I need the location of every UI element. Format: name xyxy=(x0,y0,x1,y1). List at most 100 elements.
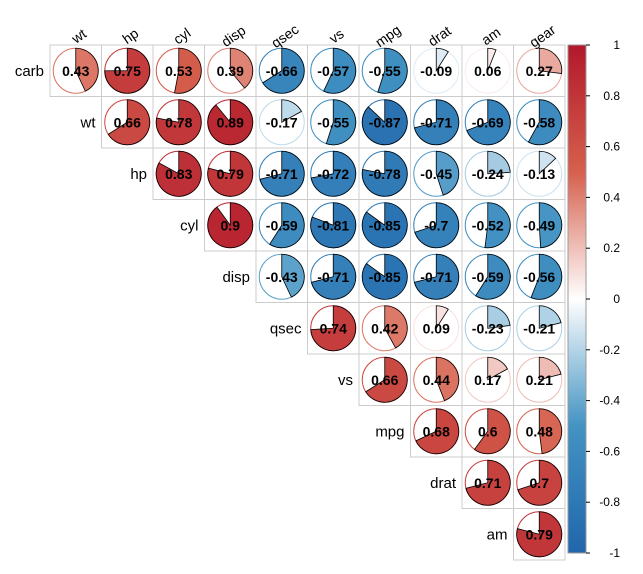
pie-cell-disp-drat xyxy=(413,253,460,300)
pie-slice xyxy=(487,356,509,381)
colorbar-gradient xyxy=(567,44,587,554)
pie-slice xyxy=(435,305,449,330)
pie-slice xyxy=(435,150,460,196)
grid-cell xyxy=(513,508,566,561)
pie-slice xyxy=(435,47,449,73)
pie-glyphs xyxy=(52,47,563,558)
value-label: 0.9 xyxy=(221,217,241,233)
pie-slice xyxy=(487,150,511,175)
value-label: 0.21 xyxy=(526,372,553,388)
value-label: 0.17 xyxy=(474,372,501,388)
pie-slice xyxy=(107,99,151,146)
colorbar-tick-label: 1 xyxy=(613,38,620,52)
pie-slice xyxy=(259,150,305,197)
value-label: 0.75 xyxy=(114,63,141,79)
pie-cell-cyl-disp xyxy=(207,202,254,249)
row-label-drat: drat xyxy=(430,475,457,492)
value-label: -0.7 xyxy=(424,217,448,233)
value-label: -0.13 xyxy=(523,166,555,182)
pie-cell-hp-qsec xyxy=(258,150,305,197)
value-label: -0.71 xyxy=(420,114,452,130)
pie-cell-wt-drat xyxy=(413,99,460,146)
pie-cell-wt-cyl xyxy=(155,99,202,146)
value-label: 0.09 xyxy=(423,320,450,336)
pie-slice xyxy=(325,99,357,146)
pie-slice xyxy=(413,99,460,146)
value-label: -0.59 xyxy=(266,217,298,233)
pie-slice xyxy=(538,408,563,455)
pie-slice xyxy=(435,356,460,402)
pie-cell-carb-cyl xyxy=(155,47,202,94)
pie-cell-carb-hp xyxy=(104,47,151,94)
pie-slice xyxy=(229,47,254,89)
pie-cell-hp-mpg xyxy=(361,150,408,197)
pie-cell-qsec-mpg xyxy=(361,305,408,352)
value-label: 0.83 xyxy=(165,166,192,182)
pie-cell-wt-qsec xyxy=(258,99,305,146)
row-label-cyl: cyl xyxy=(180,217,198,234)
value-label: -0.49 xyxy=(523,217,555,233)
pie-cell-qsec-am xyxy=(464,305,511,352)
value-label: 0.43 xyxy=(62,63,89,79)
pie-slice xyxy=(413,253,460,300)
value-label: -0.69 xyxy=(472,114,504,130)
value-label: -0.71 xyxy=(420,269,452,285)
pie-slice xyxy=(155,150,202,197)
pie-slice xyxy=(384,305,408,349)
column-label-gear: gear xyxy=(526,21,558,50)
pie-slice xyxy=(538,202,563,249)
pie-cell-wt-mpg xyxy=(361,99,408,146)
value-label: -0.23 xyxy=(472,320,504,336)
value-label: -0.81 xyxy=(317,217,349,233)
pie-slice xyxy=(310,253,357,300)
pie-slice xyxy=(487,305,511,329)
column-label-mpg: mpg xyxy=(372,22,403,51)
row-label-am: am xyxy=(487,526,508,543)
pie-cell-wt-hp xyxy=(104,99,151,146)
colorbar: 1 0.8 0.6 0.4 0.2 0 -0.2 -0.4 -0.6 -0.8 -1 xyxy=(567,38,620,560)
value-label: 0.44 xyxy=(423,372,450,388)
row-label-mpg: mpg xyxy=(375,423,404,440)
row-label-qsec: qsec xyxy=(270,320,302,337)
pie-cell-mpg-gear xyxy=(516,408,563,455)
pie-slice xyxy=(207,150,254,197)
value-label: -0.57 xyxy=(317,63,349,79)
value-label: -0.21 xyxy=(523,320,555,336)
pie-slice xyxy=(465,459,511,506)
pie-slice xyxy=(310,150,357,197)
pie-cell-carb-qsec xyxy=(258,47,305,94)
value-label: -0.87 xyxy=(369,114,401,130)
column-label-wt: wt xyxy=(68,25,90,47)
row-label-carb: carb xyxy=(15,63,44,80)
value-label: 0.79 xyxy=(217,166,244,182)
colorbar-tick-label: 0.6 xyxy=(603,140,620,154)
pie-cell-vs-mpg xyxy=(361,356,408,403)
pie-slice xyxy=(516,511,563,558)
pie-cell-hp-cyl xyxy=(155,150,202,197)
pie-slice xyxy=(207,202,254,249)
value-label: -0.78 xyxy=(369,166,401,182)
pie-cell-disp-qsec xyxy=(258,253,305,300)
value-label: -0.55 xyxy=(369,63,401,79)
pie-slice xyxy=(207,99,254,146)
pie-cell-carb-vs xyxy=(310,47,357,94)
pie-slice xyxy=(174,47,202,94)
pie-slice xyxy=(361,202,408,249)
pie-slice xyxy=(473,408,511,455)
value-label: -0.52 xyxy=(472,217,504,233)
value-label: -0.85 xyxy=(369,217,401,233)
value-label: 0.66 xyxy=(114,114,141,130)
pie-cell-cyl-am xyxy=(464,202,511,249)
pie-slice xyxy=(365,356,408,403)
colorbar-tick-label: -0.6 xyxy=(599,444,620,458)
value-label: -0.56 xyxy=(523,269,555,285)
value-label: 0.06 xyxy=(474,63,501,79)
pie-slice xyxy=(517,459,563,506)
pie-slice xyxy=(475,253,511,300)
pie-cell-disp-am xyxy=(464,253,511,300)
value-label: 0.68 xyxy=(423,423,450,439)
value-label: -0.58 xyxy=(523,114,555,130)
colorbar-tick-label: -0.4 xyxy=(599,394,620,408)
pie-cell-hp-gear xyxy=(516,150,563,197)
